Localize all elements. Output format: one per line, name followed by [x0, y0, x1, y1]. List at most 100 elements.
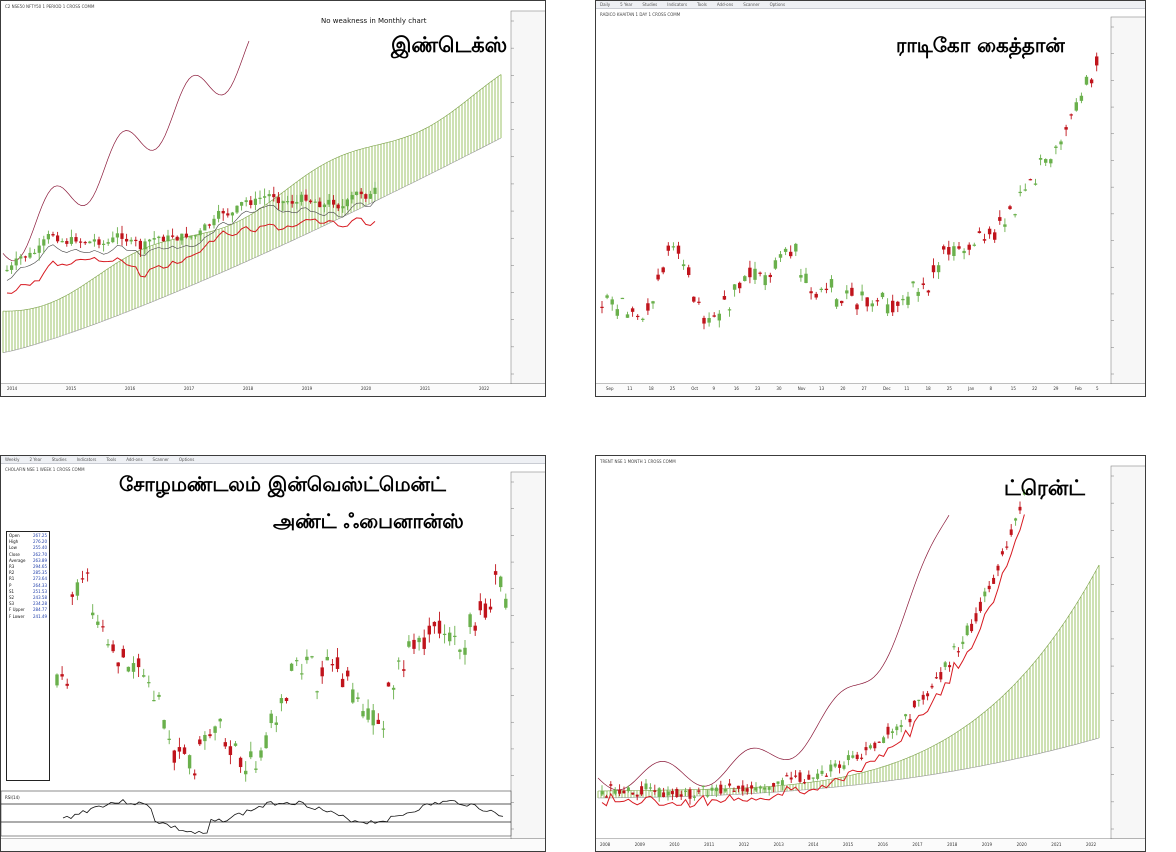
candle	[478, 601, 482, 611]
chart-title-chola-line2: அண்ட் ஃபைனான்ஸ்	[273, 509, 464, 533]
toolbar-item[interactable]: Daily	[600, 2, 611, 7]
price-axis	[1110, 16, 1145, 385]
candle	[327, 199, 331, 205]
candle	[1014, 518, 1018, 521]
candle	[97, 239, 101, 245]
toolbar-item[interactable]: 5 Year	[620, 2, 633, 7]
candle	[1049, 159, 1053, 164]
data-window-value: 241.49	[33, 613, 47, 619]
x-tick-label: Jan	[967, 386, 975, 391]
x-tick-label: 15	[1011, 386, 1017, 391]
data-window-value: 276.20	[33, 539, 47, 545]
data-window-key: Close	[9, 551, 20, 557]
candle	[412, 639, 416, 649]
candle	[1069, 114, 1073, 116]
candle	[46, 234, 50, 240]
candle	[942, 246, 946, 250]
chart-title-radico: ராடிகோ கைத்தான்	[896, 33, 1065, 57]
candle	[152, 238, 156, 240]
kijun-line	[6, 217, 376, 294]
candle	[840, 300, 844, 304]
candle	[885, 304, 890, 314]
candle	[106, 242, 110, 244]
candle	[620, 297, 625, 300]
candle	[780, 780, 784, 786]
candle	[422, 637, 426, 649]
candle	[19, 256, 23, 259]
data-window-row: High 276.20	[9, 539, 47, 545]
data-window-value: 263.89	[33, 557, 47, 563]
candle	[860, 757, 864, 759]
candle	[299, 194, 303, 202]
toolbar-item[interactable]: Tools	[106, 457, 117, 462]
candle	[249, 200, 253, 205]
candle	[157, 236, 161, 239]
candle	[161, 236, 165, 242]
candle	[350, 194, 354, 200]
radico-chart-canvas[interactable]: Sep 11 18 25 Oct 9 16 23 30 Nov 13 20 27 Dec 11 18 25 Jan…	[596, 1, 1146, 397]
candle	[681, 264, 686, 267]
candle	[992, 577, 996, 584]
candle	[218, 718, 222, 722]
candle	[957, 246, 961, 249]
toolbar-item[interactable]: Indicators	[76, 457, 97, 462]
candle	[238, 757, 243, 768]
candle	[14, 258, 18, 266]
candle	[187, 755, 192, 769]
candle	[846, 755, 850, 761]
toolbar-item[interactable]: Scanner	[743, 2, 760, 7]
candle	[604, 796, 608, 798]
candle	[613, 789, 617, 794]
candle	[687, 267, 691, 276]
candle	[184, 233, 188, 238]
chart-annotation: No weakness in Monthly chart	[321, 17, 427, 25]
candle	[189, 236, 193, 238]
candle	[626, 787, 630, 792]
candle	[366, 708, 370, 720]
candle	[943, 662, 947, 667]
candle	[310, 656, 314, 658]
candle	[269, 713, 273, 724]
data-window-panel: Open 267.25 High 276.20 Low 255.40 Close 262.70…	[6, 531, 50, 781]
toolbar-item[interactable]: Options	[178, 457, 195, 462]
candle	[741, 785, 745, 792]
candle	[83, 241, 87, 244]
candle	[965, 625, 969, 636]
candle	[648, 787, 652, 789]
candle	[930, 685, 934, 688]
candle	[504, 598, 508, 608]
chart-panel-radico: Daily 5 Year Studies Indicators Tools Ad…	[595, 0, 1146, 397]
trent-chart-canvas[interactable]: 2008 2009 2010 2011 2012 2013 2014 2015 2016 2017…	[596, 456, 1146, 852]
data-window-key: R3	[9, 564, 15, 570]
toolbar-item[interactable]: Studies	[51, 457, 67, 462]
toolbar-item[interactable]: Weekly	[5, 457, 20, 462]
data-window-key: Low	[9, 545, 17, 551]
candle	[679, 794, 683, 797]
toolbar-item[interactable]: Add-ons	[716, 2, 734, 7]
candle	[351, 689, 355, 703]
candle	[977, 231, 982, 234]
toolbar-item[interactable]: Options	[769, 2, 786, 7]
candle	[346, 670, 350, 677]
candle	[142, 675, 146, 677]
chola-chart-canvas[interactable]	[1, 456, 546, 852]
candle	[622, 790, 626, 794]
x-tick-label: 2021	[1051, 842, 1062, 847]
rsi-line	[62, 799, 504, 835]
candle	[1023, 189, 1027, 191]
toolbar-item[interactable]: Studies	[642, 2, 658, 7]
candle	[982, 239, 987, 241]
candle	[233, 743, 238, 746]
candle	[1095, 56, 1099, 66]
index-chart-canvas[interactable]: 2014 2015 2016 2017 2018 2019 2020 2021 2022	[1, 1, 546, 397]
toolbar-item[interactable]: Add-ons	[126, 457, 143, 462]
candle	[254, 768, 258, 770]
toolbar-item[interactable]: Indicators	[667, 2, 688, 7]
toolbar-item[interactable]: Scanner	[152, 457, 169, 462]
candle	[644, 783, 648, 790]
toolbar-item[interactable]: 2 Year	[29, 457, 42, 462]
price-axis	[1110, 465, 1145, 840]
data-window-row: S2 243.58	[9, 595, 47, 601]
candle	[1054, 146, 1058, 148]
toolbar-item[interactable]: Tools	[697, 2, 707, 7]
